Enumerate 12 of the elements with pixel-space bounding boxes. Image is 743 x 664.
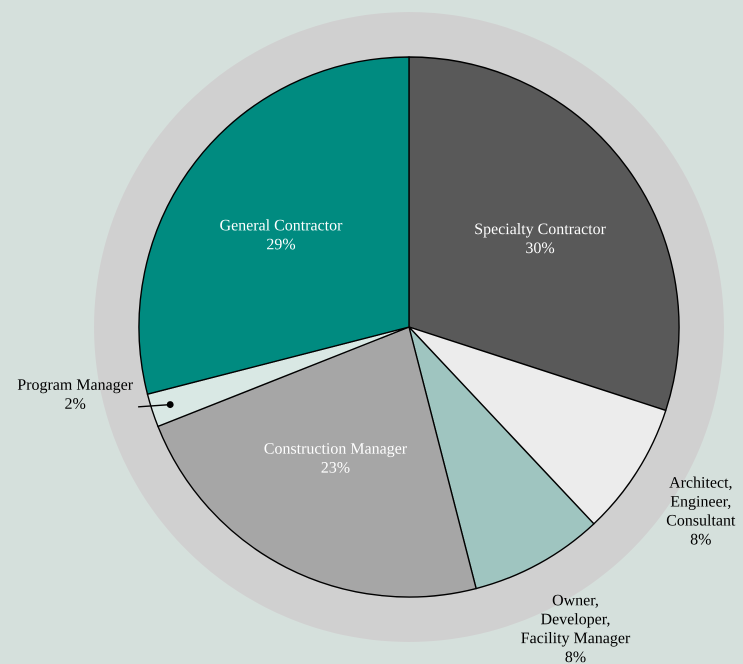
data-label: 29% — [267, 238, 296, 250]
slice-label: Construction Manager — [264, 443, 407, 458]
data-label: 2% — [65, 398, 86, 409]
data-label: 8% — [690, 534, 711, 545]
slice-label: Specialty Contractor — [475, 222, 606, 238]
slice-label: Architect, Engineer, Consultant — [666, 476, 736, 526]
slice-label: Owner, Developer, Facility Manager — [521, 594, 630, 647]
data-label: 23% — [322, 462, 350, 473]
data-label: 30% — [526, 242, 554, 254]
slice-label: Program Manager — [18, 379, 133, 394]
data-label: 8% — [565, 651, 586, 662]
slice-label: General Contractor — [220, 219, 342, 231]
